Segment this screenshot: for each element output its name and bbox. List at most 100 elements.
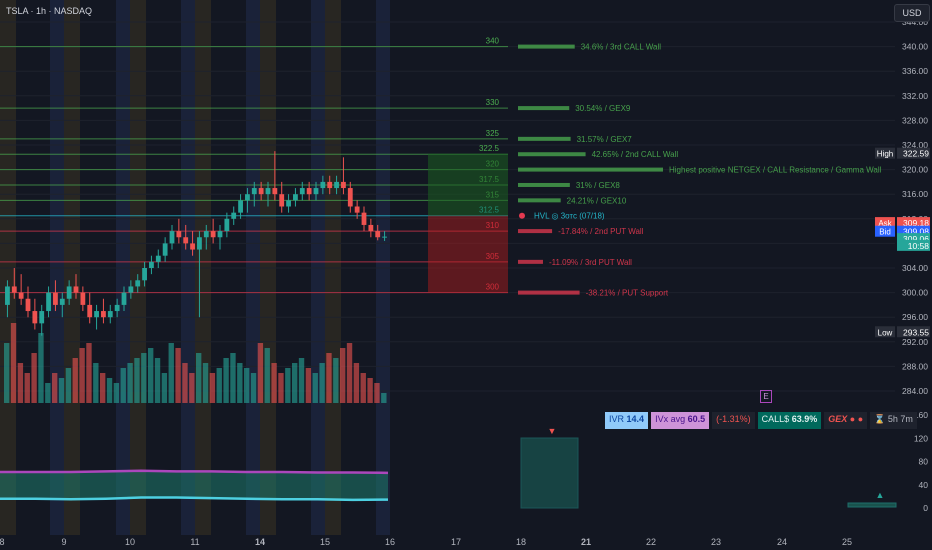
price-tag-label: Low [878,328,893,337]
level-note: HVL ◎ 3отс (07/18) [534,212,605,221]
candle-body [265,188,271,195]
volume-bar [134,358,140,403]
candle-body [128,286,134,293]
lower-tick: 80 [919,457,929,467]
candle-body [210,231,216,238]
gex-strength-bar [518,182,570,187]
time-tick: 22 [646,537,656,547]
level-note: 42.65% / 2nd CALL Wall [592,150,679,159]
volume-bar [360,373,366,403]
iv-line [0,496,389,502]
volume-bar [52,373,58,403]
candle-body [217,231,223,238]
price-tick: 300.00 [902,288,928,298]
level-note: 24.21% / GEX10 [567,196,627,205]
volume-bar [346,343,353,403]
level-note: 31.57% / GEX7 [577,135,633,144]
level-note: Highest positive NETGEX / CALL Resistanc… [669,166,882,175]
earnings-marker[interactable]: E [760,390,772,403]
volume-bar [189,373,195,403]
volume-bar [154,358,161,403]
up-arrow-icon: ▲ [876,490,885,500]
volume-bar [333,358,339,403]
calls-label: CALL$ [761,414,790,424]
candle-body [327,181,333,189]
candle-body [375,231,381,238]
volume-bar [24,373,30,403]
candle-body [53,292,58,305]
price-tag-value: 10:58 [908,241,930,251]
price-tick: 320.00 [902,165,928,175]
price-tick: 340.00 [902,42,928,52]
price-tag-value: 322.59 [903,149,929,159]
volume-bar [196,353,202,403]
price-tick: 284.00 [902,386,928,396]
price-tick: 336.00 [902,66,928,76]
candle-body [80,292,86,305]
candle-body [245,194,250,201]
volume-bar [86,343,92,403]
candle-body [258,188,264,195]
candle-body [87,304,93,318]
volume-bar [168,343,174,403]
price-tag-value: 309.18 [903,218,929,228]
price-tick: 296.00 [902,312,928,322]
candle-body [135,280,141,287]
gex-strength-bar [518,259,543,264]
volume-bar [161,373,168,403]
volume-bar [106,378,113,403]
candle-body [149,261,154,268]
candle-body [306,188,312,195]
volume-bar [353,363,360,403]
gex-strength-bar [518,167,663,172]
volume-bar [100,373,106,403]
candle-body [121,292,127,305]
lower-tick: 120 [914,433,928,443]
volume-bar [31,353,37,403]
level-price-label: 340 [486,37,500,46]
volume-bar [72,358,78,403]
price-tag-box [897,225,930,237]
volume-bar [148,348,154,403]
candle-body [203,231,209,238]
volume-bar [298,358,305,403]
ivr-badge: IVR 14.4 [605,412,649,429]
level-note: -17.84% / 2nd PUT Wall [558,227,644,236]
level-note: -11.09% / 3rd PUT Wall [549,258,632,267]
candle-body [94,311,99,318]
level-price-label: 310 [486,221,500,230]
candle-body [32,311,38,324]
candle-body [354,206,360,213]
candle-body [162,243,168,256]
volume-bar [285,368,291,403]
candle-body [279,194,285,207]
time-tick: 23 [711,537,721,547]
price-tag-label-box [875,326,895,338]
candle-body [320,181,326,189]
volume-bar [216,368,222,403]
candle-body [197,237,202,250]
volume-bar [209,373,216,403]
currency-button[interactable]: USD [894,4,930,22]
timer-value: 5h 7m [887,414,913,424]
candle-body [101,311,106,318]
time-tick: 11 [190,537,199,547]
time-tick: 21 [581,537,591,547]
volume-bar [381,393,387,403]
down-arrow-icon: ▼ [548,426,557,436]
candle-body [347,188,353,207]
time-tick: 9 [61,537,66,547]
price-tag-label: Bid [879,228,891,237]
chart-title: TSLA · 1h · NASDAQ [6,6,93,16]
level-price-label: 305 [486,252,500,261]
volume-bar [250,373,257,403]
candle-body [286,200,291,207]
price-tick: 344.00 [902,17,928,27]
ivr-value: 14.4 [626,414,645,424]
time-tick: 15 [320,537,330,547]
volume-bar [93,363,99,403]
volume-bar [127,363,133,403]
volume-bar [340,348,346,403]
level-price-label: 300 [486,283,500,292]
